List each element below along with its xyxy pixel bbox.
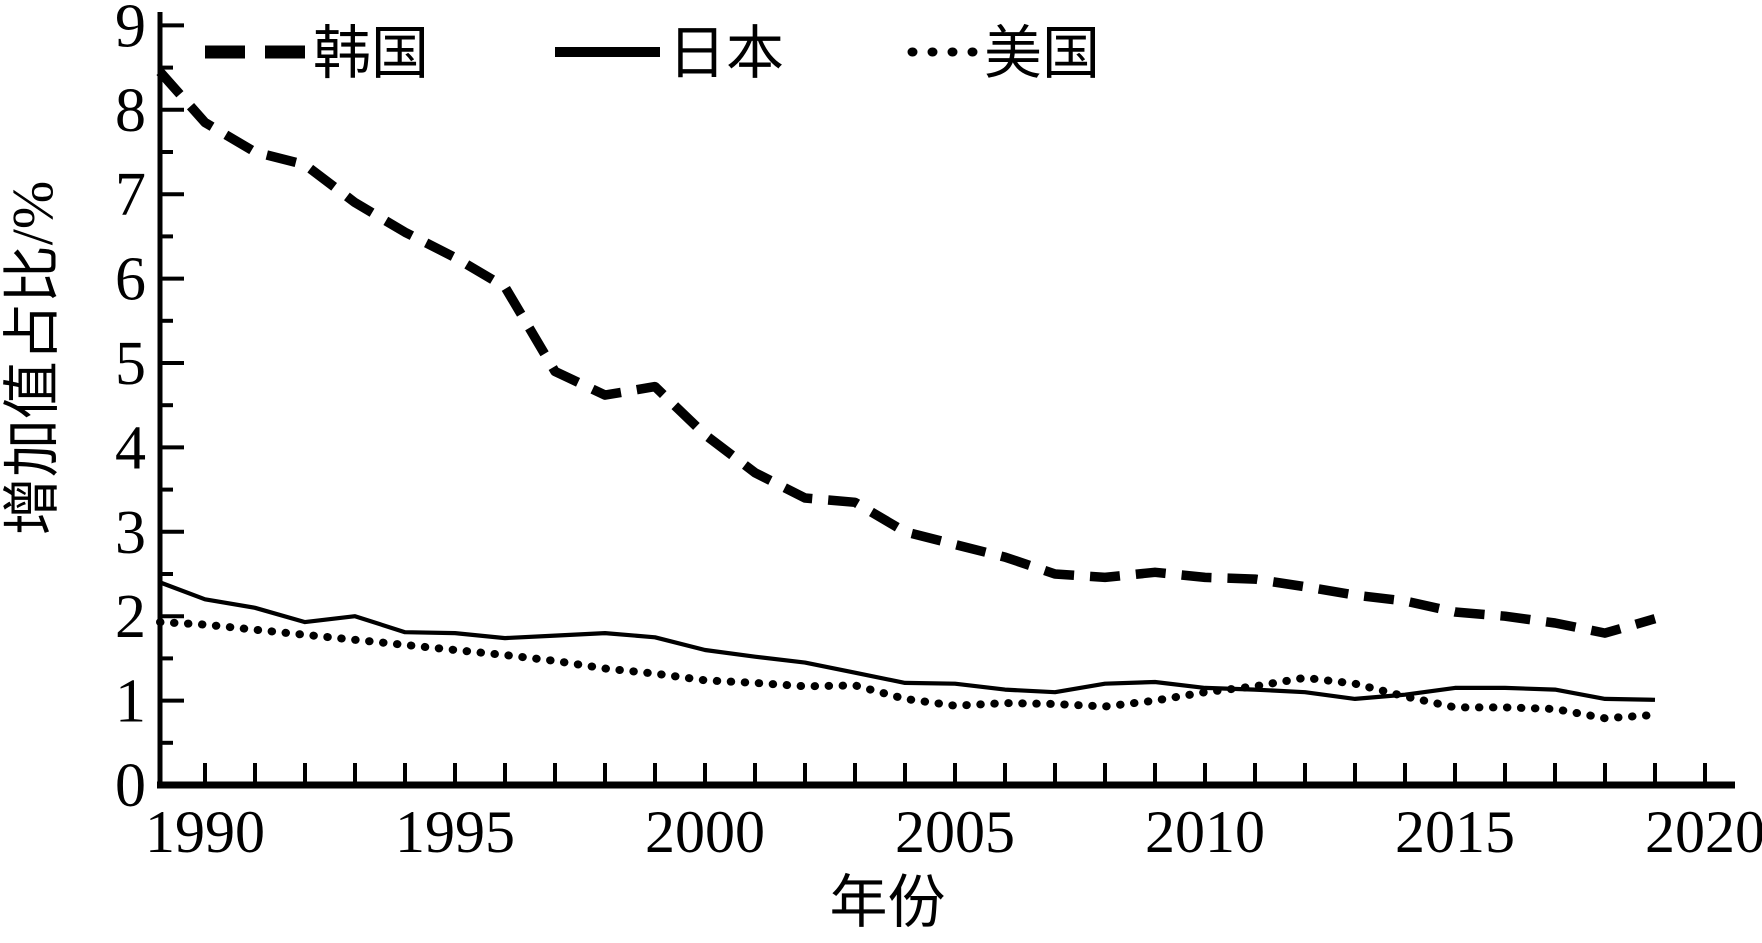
x-tick-label: 2015 bbox=[1395, 799, 1515, 865]
axes bbox=[157, 12, 1735, 789]
y-tick-label: 1 bbox=[115, 668, 146, 736]
legend: 韩国 日本 美国 bbox=[205, 21, 1100, 86]
y-tick-label: 6 bbox=[115, 246, 146, 314]
y-tick-label: 8 bbox=[115, 77, 146, 145]
y-tick-label: 9 bbox=[115, 0, 146, 60]
legend-label-usa: 美国 bbox=[984, 21, 1100, 86]
x-tick-label: 2005 bbox=[895, 799, 1015, 865]
series-japan-line bbox=[159, 580, 1656, 702]
x-tick-label: 2020 bbox=[1645, 799, 1762, 865]
legend-label-japan: 日本 bbox=[668, 21, 784, 86]
x-tick-label: 1995 bbox=[395, 799, 515, 865]
x-tick-labels: 1990 1995 2000 2005 2010 2015 2020 bbox=[145, 799, 1762, 865]
y-tick-label: 7 bbox=[115, 161, 146, 229]
x-tick-label: 2010 bbox=[1145, 799, 1265, 865]
series-lines bbox=[156, 68, 1659, 723]
y-tick-labels: 0 1 2 3 4 5 6 7 8 9 bbox=[115, 0, 146, 820]
legend-item-usa: 美国 bbox=[907, 21, 1100, 86]
x-ticks bbox=[203, 763, 1707, 785]
y-tick-label: 3 bbox=[115, 499, 146, 567]
x-tick-label: 2000 bbox=[645, 799, 765, 865]
legend-item-korea: 韩国 bbox=[205, 21, 429, 86]
legend-item-japan: 日本 bbox=[555, 21, 784, 86]
y-tick-label: 4 bbox=[115, 414, 146, 482]
series-korea-line bbox=[156, 68, 1657, 638]
y-tick-label: 0 bbox=[115, 752, 146, 820]
legend-label-korea: 韩国 bbox=[313, 21, 429, 86]
y-tick-label: 5 bbox=[115, 330, 146, 398]
x-axis-title: 年份 bbox=[829, 870, 945, 935]
y-ticks bbox=[160, 23, 184, 745]
y-axis-title: 增加值占比/% bbox=[0, 181, 65, 535]
x-tick-label: 1990 bbox=[145, 799, 265, 865]
y-tick-label: 2 bbox=[115, 583, 146, 651]
series-usa-line bbox=[156, 618, 1659, 723]
